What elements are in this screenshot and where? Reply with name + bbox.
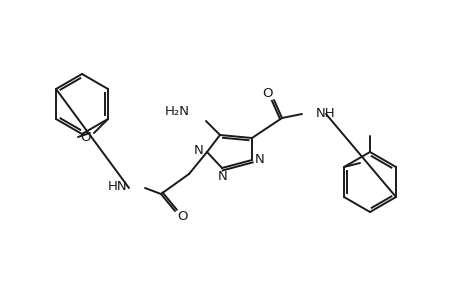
Text: N: N (194, 143, 203, 157)
Text: NH: NH (315, 106, 335, 119)
Text: H₂N: H₂N (165, 104, 190, 118)
Text: HN: HN (107, 181, 127, 194)
Text: O: O (262, 86, 273, 100)
Text: N: N (218, 169, 227, 182)
Text: N: N (255, 152, 264, 166)
Text: O: O (81, 130, 91, 143)
Text: O: O (177, 211, 188, 224)
